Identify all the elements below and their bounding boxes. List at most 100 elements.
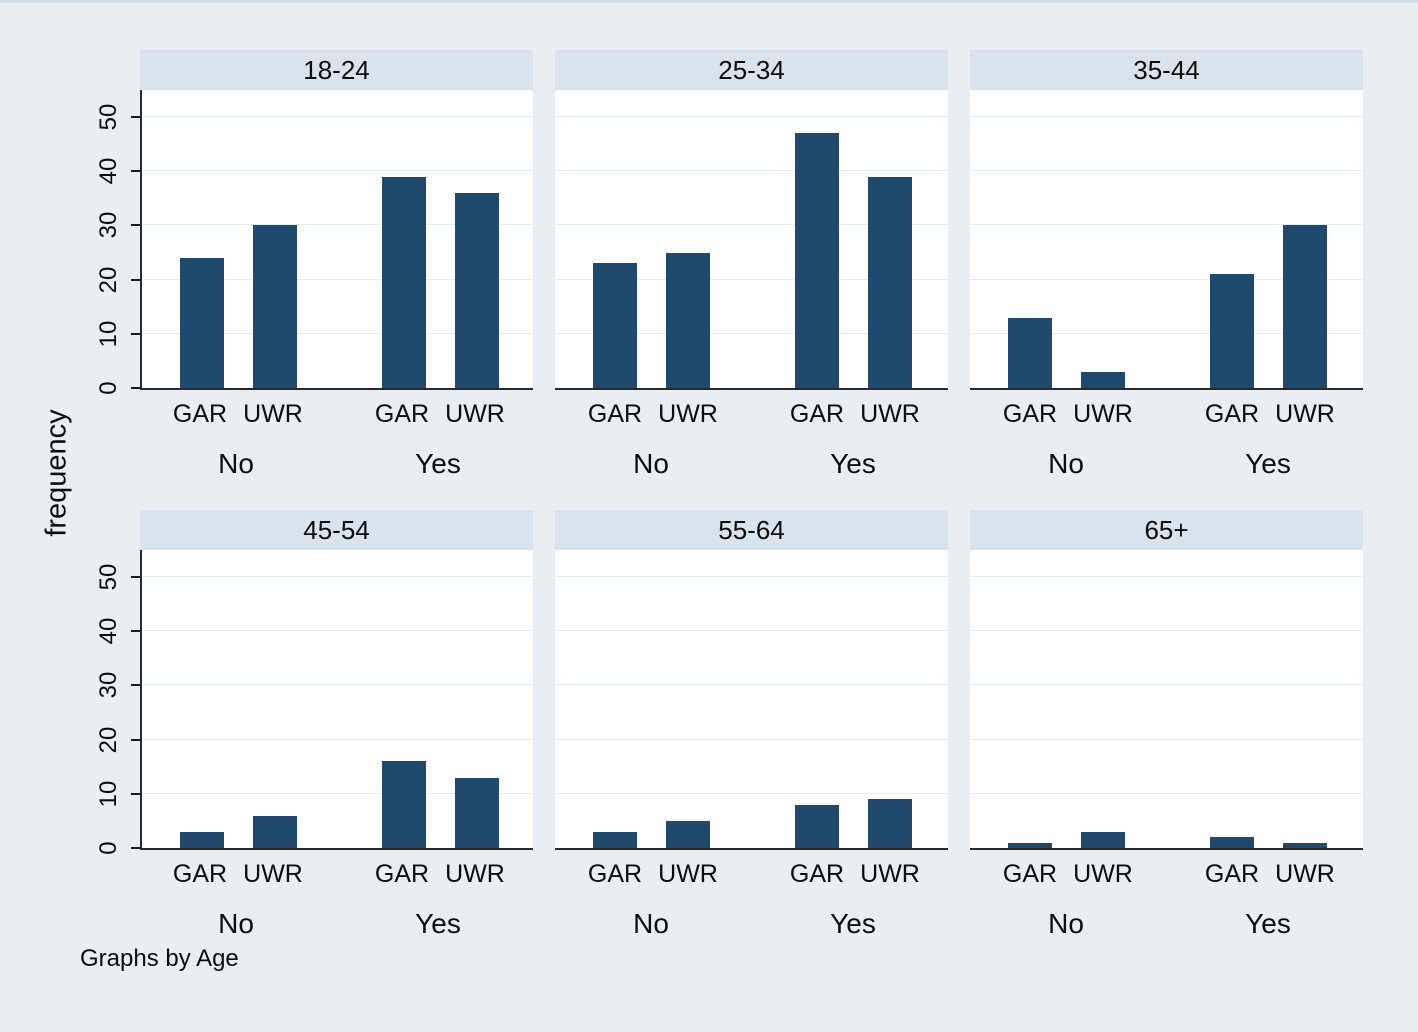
- bar-no-gar: [593, 263, 637, 388]
- bar-yes-uwr: [1283, 225, 1327, 388]
- bar-no-gar: [180, 257, 224, 388]
- top-edge-line: [0, 0, 1418, 3]
- gridline: [142, 576, 533, 578]
- bar-label: UWR: [1275, 860, 1335, 888]
- x-axis-labels: GAR UWR GAR UWR No Yes: [970, 850, 1363, 950]
- bar-label: GAR: [172, 860, 228, 888]
- gridline: [555, 630, 948, 632]
- bar-no-gar: [180, 831, 224, 848]
- plot-area: 0 10 20 30 40 50: [95, 550, 533, 855]
- bar-no-uwr: [1081, 371, 1125, 388]
- gridline: [555, 278, 948, 280]
- bar-label: UWR: [1073, 400, 1133, 428]
- y-axis-tick: [131, 738, 140, 741]
- bar-yes-gar: [795, 804, 839, 848]
- bar-label: GAR: [587, 400, 643, 428]
- bar-no-gar: [1008, 842, 1052, 848]
- figure-note: Graphs by Age: [80, 945, 239, 972]
- gridline: [555, 170, 948, 172]
- y-axis-tick: [131, 170, 140, 173]
- plot-area: [970, 550, 1363, 850]
- bar-label: UWR: [860, 400, 920, 428]
- facet-panel: 25-34 GAR UWR GAR UWR No Yes: [555, 50, 948, 490]
- group-label: No: [633, 908, 669, 939]
- y-axis-tick-label: 40: [95, 157, 122, 185]
- bar-label: UWR: [658, 400, 718, 428]
- bar-no-uwr: [666, 252, 710, 388]
- facet-panel: 55-64 GAR UWR GAR UWR No Yes: [555, 510, 948, 950]
- bar-label: UWR: [243, 400, 303, 428]
- bar-label: GAR: [789, 400, 845, 428]
- gridline: [970, 684, 1363, 686]
- group-label: No: [218, 908, 254, 939]
- y-axis-tick-label: 50: [95, 563, 122, 591]
- y-axis-tick: [131, 224, 140, 227]
- bar-no-uwr: [1081, 831, 1125, 848]
- gridline: [555, 792, 948, 794]
- gridline: [142, 278, 533, 280]
- bar-label: UWR: [243, 860, 303, 888]
- gridline: [142, 684, 533, 686]
- gridline: [555, 224, 948, 226]
- gridline: [142, 792, 533, 794]
- bar-no-uwr: [253, 225, 297, 388]
- group-label: Yes: [1245, 908, 1291, 939]
- bar-yes-uwr: [868, 799, 912, 848]
- y-axis-tick-label: 10: [95, 780, 122, 808]
- group-label: No: [1048, 908, 1084, 939]
- gridline: [555, 332, 948, 334]
- bar-yes-uwr: [868, 176, 912, 388]
- y-axis-tick-label: 0: [95, 841, 122, 855]
- x-axis-labels: GAR UWR GAR UWR No Yes: [555, 850, 948, 950]
- gridline: [555, 738, 948, 740]
- bar-yes-gar: [795, 133, 839, 388]
- facet-panel: 45-54 0 10 20 30 40 50 GAR UWR GAR UWR No Yes: [95, 510, 533, 950]
- bar-label: UWR: [860, 860, 920, 888]
- bar-label: GAR: [172, 400, 228, 428]
- group-label: Yes: [830, 908, 876, 939]
- y-axis-tick: [131, 116, 140, 119]
- bar-label: UWR: [658, 860, 718, 888]
- y-axis-tick: [131, 278, 140, 281]
- plot-area: [555, 90, 948, 390]
- x-axis-labels: GAR UWR GAR UWR No Yes: [140, 390, 533, 490]
- gridline: [970, 116, 1363, 118]
- gridline: [555, 576, 948, 578]
- gridline: [970, 278, 1363, 280]
- y-axis-tick-label: 0: [95, 381, 122, 395]
- group-label: Yes: [415, 448, 461, 479]
- bar-label: UWR: [1275, 400, 1335, 428]
- bar-label: GAR: [587, 860, 643, 888]
- panel-title: 25-34: [555, 50, 948, 90]
- bar-yes-gar: [382, 176, 426, 388]
- bar-yes-uwr: [455, 777, 499, 848]
- bar-no-uwr: [666, 820, 710, 848]
- x-axis-labels: GAR UWR GAR UWR No Yes: [140, 850, 533, 950]
- gridline: [142, 170, 533, 172]
- panel-title: 18-24: [140, 50, 533, 90]
- panel-title: 65+: [970, 510, 1363, 550]
- gridline: [555, 684, 948, 686]
- bar-yes-gar: [382, 761, 426, 848]
- y-axis-tick: [131, 387, 140, 389]
- bar-label: GAR: [1002, 860, 1058, 888]
- y-axis-tick: [131, 576, 140, 579]
- group-label: Yes: [415, 908, 461, 939]
- gridline: [970, 792, 1363, 794]
- plot-area: [555, 550, 948, 850]
- plot-area: 0 10 20 30 40 50: [95, 90, 533, 395]
- bar-yes-gar: [1210, 274, 1254, 388]
- y-axis-tick: [131, 630, 140, 633]
- bar-label: GAR: [1204, 860, 1260, 888]
- y-axis-tick: [131, 332, 140, 335]
- facet-panel: 18-24 0 10 20 30 40 50 GAR UWR GAR UWR No Yes: [95, 50, 533, 490]
- gridline: [142, 630, 533, 632]
- gridline: [970, 224, 1363, 226]
- group-label: Yes: [830, 448, 876, 479]
- y-axis-tick-label: 50: [95, 103, 122, 131]
- panel-title: 45-54: [140, 510, 533, 550]
- y-axis-tick-label: 20: [95, 266, 122, 293]
- panel-title: 35-44: [970, 50, 1363, 90]
- bar-label: GAR: [374, 860, 430, 888]
